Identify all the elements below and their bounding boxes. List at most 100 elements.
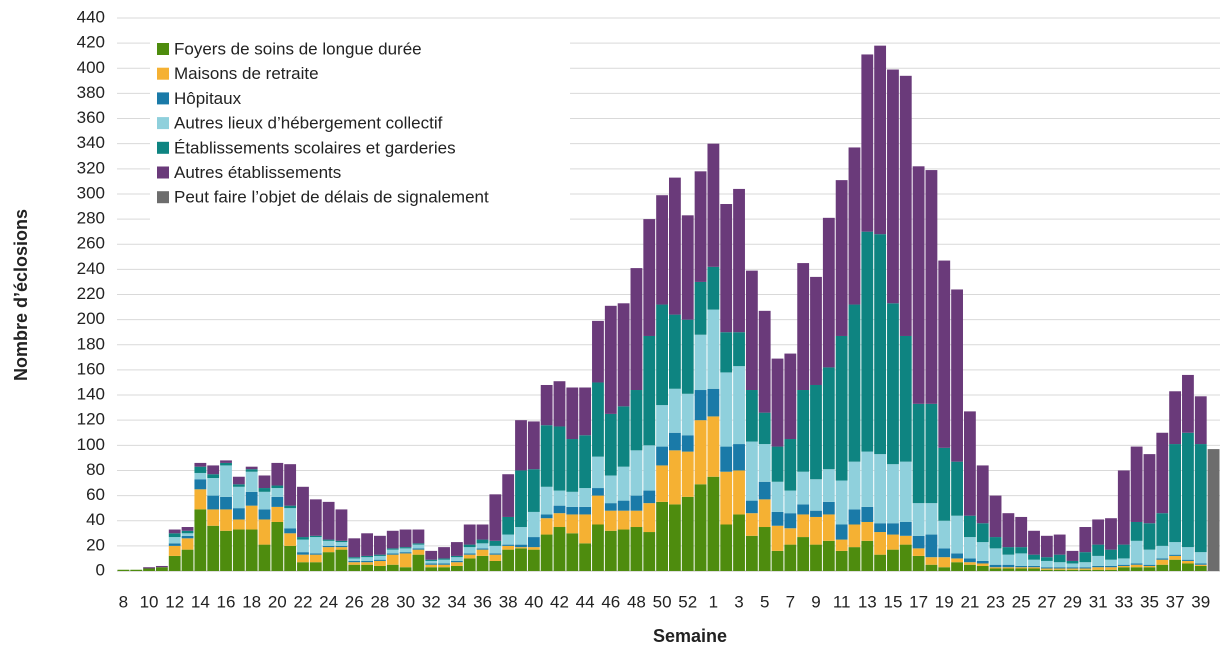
bar-segment — [745, 500, 758, 514]
bar-segment — [681, 215, 694, 320]
bar-segment — [861, 540, 874, 571]
bar-segment — [322, 552, 335, 571]
x-tick-label: 29 — [1063, 592, 1082, 611]
bar-segment — [951, 515, 963, 554]
bar-segment — [1130, 567, 1143, 571]
bar-segment — [258, 491, 271, 510]
bar-segment — [848, 524, 861, 548]
bar-segment — [1194, 563, 1207, 565]
bar-segment — [515, 420, 527, 471]
bar-segment — [592, 488, 604, 496]
bar-segment — [707, 388, 720, 417]
bar-segment — [232, 508, 245, 520]
x-tick-label: 3 — [734, 592, 743, 611]
x-tick-label: 27 — [1037, 592, 1056, 611]
bar-segment — [232, 476, 245, 485]
bar-segment — [207, 495, 220, 510]
bar-segment — [707, 416, 720, 477]
bar-segment — [579, 543, 592, 571]
bar-segment — [1066, 567, 1079, 569]
y-tick-label: 40 — [86, 510, 105, 529]
bar-segment — [348, 558, 361, 561]
bar-segment — [1182, 374, 1194, 433]
bar-segment — [810, 479, 822, 511]
bar-segment — [617, 466, 630, 501]
bar-segment — [450, 542, 463, 556]
bar-segment — [848, 547, 861, 571]
bar-segment — [963, 515, 976, 538]
x-tick-label: 20 — [268, 592, 287, 611]
bar-segment — [1130, 521, 1143, 541]
bar-segment — [271, 462, 284, 486]
bar-segment — [309, 553, 322, 555]
bar-segment — [1015, 567, 1028, 569]
bar-segment — [592, 382, 604, 457]
bar-segment — [181, 549, 194, 571]
bar-segment — [515, 547, 527, 549]
bar-segment — [1194, 444, 1207, 553]
x-tick-label: 12 — [165, 592, 184, 611]
bar-segment — [412, 548, 425, 550]
bar-segment — [835, 335, 848, 481]
x-tick-label: 26 — [345, 592, 364, 611]
legend-swatch — [157, 166, 169, 179]
bar-segment — [810, 384, 822, 480]
x-tick-label: 5 — [760, 592, 769, 611]
bar-segment — [720, 372, 733, 447]
bar-segment — [374, 565, 386, 571]
bar-segment — [630, 390, 643, 451]
bar-segment — [527, 549, 540, 571]
x-tick-label: 52 — [678, 592, 697, 611]
x-tick-label: 15 — [883, 592, 902, 611]
bar-segment — [450, 557, 463, 561]
bar-segment — [925, 564, 938, 571]
bar-segment — [284, 528, 297, 534]
bar-segment — [758, 310, 771, 413]
bar-segment — [245, 469, 258, 472]
x-tick-label: 9 — [811, 592, 820, 611]
bar-segment — [1207, 449, 1220, 571]
bar-segment — [1040, 567, 1053, 569]
bar-segment — [1143, 567, 1156, 571]
x-tick-label: 14 — [191, 592, 210, 611]
bar-segment — [540, 384, 553, 426]
bar-segment — [822, 501, 835, 515]
bar-segment — [694, 484, 707, 571]
legend-label: Autres lieux d’hébergement collectif — [174, 114, 443, 133]
bar-segment — [1092, 569, 1105, 571]
bar-segment — [386, 554, 399, 565]
bar-segment — [438, 567, 450, 571]
bar-segment — [784, 544, 797, 571]
bar-segment — [412, 529, 425, 544]
bar-segment — [515, 548, 527, 571]
bar-segment — [733, 188, 745, 333]
bar-segment — [374, 560, 386, 566]
bar-segment — [989, 537, 1002, 549]
bar-segment — [361, 560, 374, 563]
bar-segment — [1053, 567, 1066, 569]
bar-segment — [463, 544, 476, 548]
bar-segment — [656, 195, 668, 305]
bar-segment — [899, 461, 912, 522]
bar-segment — [476, 543, 489, 549]
bar-segment — [887, 549, 899, 571]
bar-segment — [694, 171, 707, 282]
bar-segment — [887, 69, 899, 304]
bar-segment — [656, 405, 668, 447]
legend-swatch — [157, 191, 169, 204]
x-tick-label: 33 — [1114, 592, 1133, 611]
y-tick-label: 0 — [96, 560, 105, 579]
bar-segment — [1015, 516, 1028, 548]
bar-segment — [194, 479, 207, 490]
bar-segment — [822, 469, 835, 502]
bar-segment — [733, 470, 745, 515]
bar-segment — [374, 559, 386, 561]
bar-segment — [720, 471, 733, 525]
bar-segment — [207, 525, 220, 571]
bar-segment — [887, 523, 899, 535]
bar-segment — [297, 486, 309, 538]
bar-segment — [1117, 544, 1130, 559]
bar-segment — [1156, 564, 1169, 571]
bar-segment — [386, 548, 399, 550]
x-tick-label: 24 — [319, 592, 338, 611]
